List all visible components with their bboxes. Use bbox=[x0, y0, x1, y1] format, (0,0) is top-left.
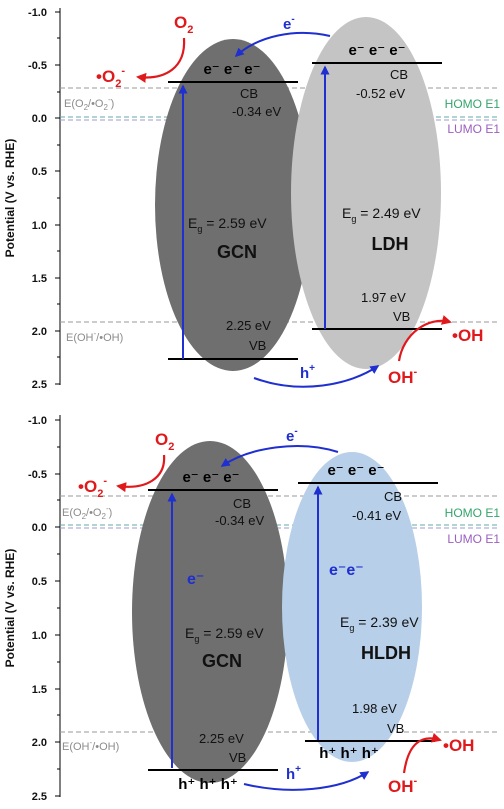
bottom-oh-oxidation-arrow bbox=[402, 732, 442, 774]
top-hole-transfer-arrow bbox=[253, 365, 380, 388]
bottom-hldh-vb-holes: h⁺ h⁺ h⁺ bbox=[319, 745, 379, 762]
bottom-superoxide-label: •O2- bbox=[78, 475, 107, 500]
top-gcn-ellipse bbox=[155, 39, 311, 371]
bottom-hldh-eg-label: Eg = 2.39 eV bbox=[340, 614, 419, 633]
bottom-o2-ref-label: E(O2/•O2-) bbox=[62, 504, 112, 521]
tick-label: 1.5 bbox=[32, 684, 47, 696]
tick-label: 0.0 bbox=[32, 522, 47, 534]
bottom-panel: -1.0 -0.5 0.0 0.5 1.0 1.5 2.0 2.5 Potent… bbox=[3, 415, 500, 803]
tick-label: 0.5 bbox=[32, 576, 47, 588]
top-gcn-name: GCN bbox=[217, 242, 257, 262]
tick-label: 2.5 bbox=[32, 379, 47, 391]
bottom-hldh-inner-electrons: e⁻e⁻ bbox=[329, 562, 364, 579]
tick-label: 0.0 bbox=[32, 113, 47, 125]
bottom-gcn-cb-electrons: e⁻ e⁻ e⁻ bbox=[182, 469, 239, 486]
bottom-hole-transfer-label: h+ bbox=[286, 764, 301, 783]
top-superoxide-label: •O2- bbox=[96, 65, 125, 90]
bottom-lumo-label: LUMO E1 bbox=[447, 532, 500, 546]
top-oh-minus-label: OH- bbox=[388, 366, 418, 387]
top-lumo-label: LUMO E1 bbox=[447, 122, 500, 136]
top-tick-labels: -1.0 -0.5 0.0 0.5 1.0 1.5 2.0 2.5 bbox=[28, 7, 47, 391]
top-ldh-name: LDH bbox=[372, 234, 409, 254]
top-gcn-vb-label: VB bbox=[249, 338, 266, 353]
top-oh-oxidation-arrow bbox=[397, 315, 452, 362]
top-oh-ref-label: E(OH-/•OH) bbox=[66, 329, 123, 344]
top-ldh-ellipse bbox=[291, 17, 441, 369]
tick-label: -1.0 bbox=[28, 7, 47, 19]
tick-label: -1.0 bbox=[28, 415, 47, 427]
bottom-hldh-vb-label: VB bbox=[387, 721, 404, 736]
top-electron-transfer-arrow bbox=[234, 31, 331, 58]
bottom-gcn-vb-value: 2.25 eV bbox=[199, 731, 244, 746]
bottom-gcn-cb-label: CB bbox=[233, 496, 251, 511]
top-y-axis-label: Potential (V vs. RHE) bbox=[3, 139, 17, 258]
bottom-gcn-cb-value: -0.34 eV bbox=[215, 513, 264, 528]
bottom-hldh-cb-value: -0.41 eV bbox=[352, 508, 401, 523]
top-electron-transfer-label: e- bbox=[283, 14, 295, 33]
top-hole-transfer-label: h+ bbox=[300, 363, 315, 382]
bottom-gcn-inner-electron: e⁻ bbox=[187, 571, 204, 588]
bottom-hole-transfer-arrow bbox=[243, 771, 370, 791]
bottom-y-axis-label: Potential (V vs. RHE) bbox=[3, 549, 17, 668]
bottom-hldh-cb-label: CB bbox=[384, 489, 402, 504]
bottom-o2-label: O2 bbox=[155, 430, 174, 453]
tick-label: 2.5 bbox=[32, 791, 47, 803]
bottom-o2-reduction-arrow bbox=[116, 454, 166, 493]
top-oh-radical-label: •OH bbox=[452, 326, 483, 345]
top-ldh-cb-value: -0.52 eV bbox=[356, 86, 405, 101]
top-ticks bbox=[55, 11, 60, 385]
top-gcn-cb-label: CB bbox=[240, 86, 258, 101]
bottom-homo-label: HOMO E1 bbox=[445, 506, 501, 520]
tick-label: 1.0 bbox=[32, 220, 47, 232]
bottom-hldh-name: HLDH bbox=[361, 643, 411, 663]
top-gcn-vb-value: 2.25 eV bbox=[226, 318, 271, 333]
top-o2-reduction-arrow bbox=[136, 37, 186, 83]
top-homo-label: HOMO E1 bbox=[445, 97, 501, 111]
top-gcn-eg-label: Eg = 2.59 eV bbox=[188, 215, 267, 234]
bottom-electron-transfer-label: e- bbox=[286, 426, 298, 445]
bottom-gcn-name: GCN bbox=[202, 651, 242, 671]
bottom-electron-transfer-arrow bbox=[220, 445, 339, 467]
bottom-ticks bbox=[55, 419, 60, 797]
top-ldh-vb-value: 1.97 eV bbox=[361, 290, 406, 305]
tick-label: 2.0 bbox=[32, 326, 47, 338]
tick-label: -0.5 bbox=[28, 469, 47, 481]
tick-label: 0.5 bbox=[32, 166, 47, 178]
top-gcn-cb-value: -0.34 eV bbox=[232, 104, 281, 119]
top-o2-label: O2 bbox=[174, 13, 193, 36]
tick-label: 1.0 bbox=[32, 630, 47, 642]
top-ldh-vb-label: VB bbox=[393, 309, 410, 324]
bottom-oh-minus-label: OH- bbox=[388, 775, 418, 796]
bottom-hldh-vb-value: 1.98 eV bbox=[352, 701, 397, 716]
bottom-gcn-eg-label: Eg = 2.59 eV bbox=[185, 625, 264, 644]
bottom-hldh-cb-electrons: e⁻ e⁻ e⁻ bbox=[327, 462, 384, 479]
bottom-oh-radical-label: •OH bbox=[443, 736, 474, 755]
bottom-gcn-vb-holes: h⁺ h⁺ h⁺ bbox=[178, 776, 238, 793]
top-ldh-cb-electrons: e⁻ e⁻ e⁻ bbox=[348, 42, 405, 59]
tick-label: 2.0 bbox=[32, 737, 47, 749]
tick-label: 1.5 bbox=[32, 273, 47, 285]
bottom-gcn-vb-label: VB bbox=[229, 750, 246, 765]
bottom-oh-ref-label: E(OH-/•OH) bbox=[62, 738, 119, 753]
top-panel: -1.0 -0.5 0.0 0.5 1.0 1.5 2.0 2.5 Potent… bbox=[3, 7, 500, 391]
top-ldh-eg-label: Eg = 2.49 eV bbox=[342, 205, 421, 224]
top-ldh-cb-label: CB bbox=[390, 67, 408, 82]
tick-label: -0.5 bbox=[28, 60, 47, 72]
bottom-tick-labels: -1.0 -0.5 0.0 0.5 1.0 1.5 2.0 2.5 bbox=[28, 415, 47, 803]
top-o2-ref-label: E(O2/•O2-) bbox=[64, 95, 114, 112]
top-gcn-cb-electrons: e⁻ e⁻ e⁻ bbox=[203, 61, 260, 78]
